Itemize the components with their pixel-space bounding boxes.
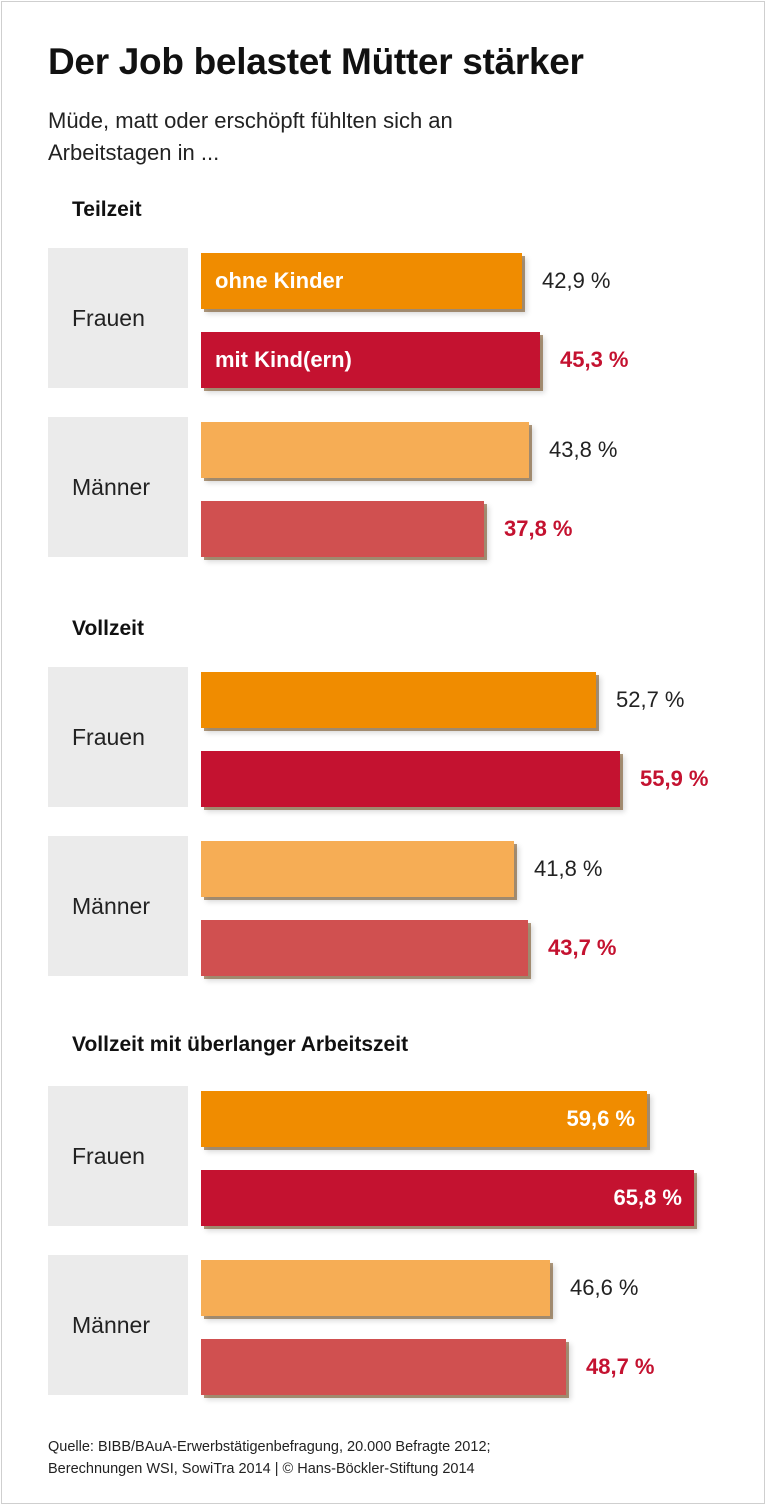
bar-mit-kindern — [201, 751, 620, 807]
group-background — [48, 248, 188, 388]
section-title: Vollzeit mit überlanger Arbeitszeit — [72, 1033, 409, 1056]
group-background — [48, 836, 188, 976]
group-background — [48, 1255, 188, 1395]
data-label: 43,8 % — [549, 437, 618, 462]
group-label: Frauen — [72, 724, 145, 750]
source-note: Quelle: BIBB/BAuA-Erwerbstätigenbefragun… — [48, 1436, 728, 1480]
data-label: 43,7 % — [548, 935, 617, 960]
group-label: Männer — [72, 474, 150, 500]
bar-mit-kindern: mit Kind(ern) — [201, 332, 540, 388]
bar-ohne-kinder — [201, 1091, 647, 1147]
bar-ohne-kinder — [201, 841, 514, 897]
bar-ohne-kinder — [201, 422, 529, 478]
group-background — [48, 667, 188, 807]
data-label: 65,8 % — [613, 1185, 683, 1210]
data-label: 42,9 % — [542, 268, 611, 293]
bar-ohne-kinder: ohne Kinder — [201, 253, 522, 309]
group-background — [48, 1086, 188, 1226]
data-label: 52,7 % — [616, 687, 685, 712]
bar-ohne-kinder — [201, 1260, 550, 1316]
group-label: Männer — [72, 1312, 150, 1338]
chart-title: Der Job belastet Mütter stärker — [48, 41, 584, 82]
data-label: 37,8 % — [504, 516, 573, 541]
data-label: 55,9 % — [640, 766, 709, 791]
chart-subtitle: Müde, matt oder erschöpft fühlten sich a… — [48, 108, 453, 165]
bar-mit-kindern — [201, 1170, 694, 1226]
source-line-2: Berechnungen WSI, SowiTra 2014 | © Hans-… — [48, 1461, 475, 1477]
group-label: Frauen — [72, 1143, 145, 1169]
group-background — [48, 417, 188, 557]
group-label: Frauen — [72, 305, 145, 331]
group-label: Männer — [72, 893, 150, 919]
section-title: Vollzeit — [72, 617, 144, 640]
data-label: 59,6 % — [566, 1106, 636, 1131]
data-label: 41,8 % — [534, 856, 603, 881]
legend-label: mit Kind(ern) — [215, 347, 352, 372]
data-label: 46,6 % — [570, 1275, 639, 1300]
source-line-1: Quelle: BIBB/BAuA-Erwerbstätigenbefragun… — [48, 1439, 491, 1455]
legend-label: ohne Kinder — [215, 268, 344, 293]
bar-mit-kindern — [201, 1339, 566, 1395]
data-label: 48,7 % — [586, 1354, 655, 1379]
bar-mit-kindern — [201, 501, 484, 557]
section-title: Teilzeit — [72, 198, 142, 221]
data-label: 45,3 % — [560, 347, 629, 372]
bar-mit-kindern — [201, 920, 528, 976]
bar-ohne-kinder — [201, 672, 596, 728]
